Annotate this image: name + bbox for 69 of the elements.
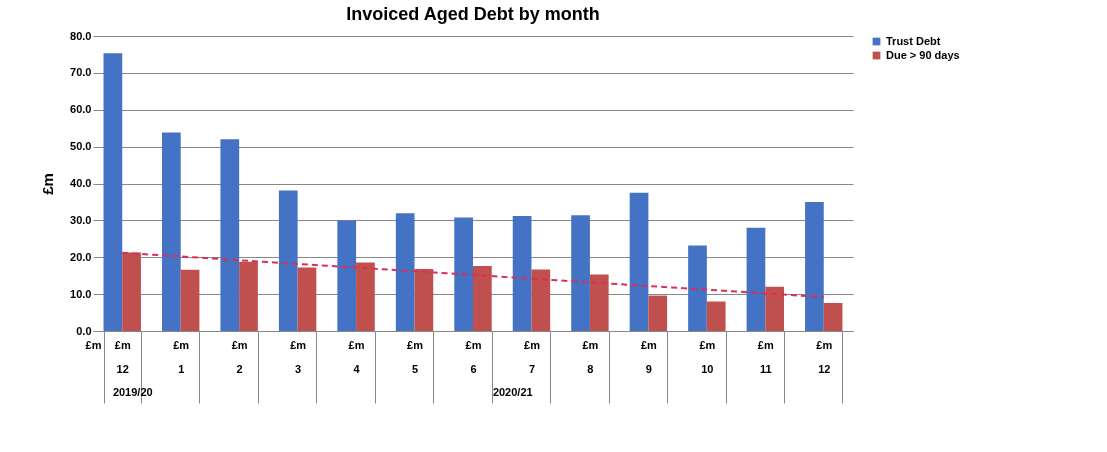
text: £m	[582, 338, 599, 351]
y-axis-title: £m	[39, 173, 57, 195]
text: £m	[816, 338, 833, 351]
text: £m	[114, 338, 131, 351]
bar	[297, 267, 317, 331]
x-tick-label: 6	[470, 362, 477, 375]
bar	[629, 192, 649, 331]
x-tick-label: 9	[645, 362, 652, 375]
text: £m	[407, 338, 423, 351]
bar	[512, 215, 532, 331]
y-tick-label: 70.0	[70, 66, 92, 79]
x-tick-label: 12	[818, 362, 831, 375]
text: £m	[173, 338, 190, 351]
x-tick-label: 3	[295, 362, 302, 375]
y-tick-label: 60.0	[70, 103, 92, 116]
y-tick-label: 20.0	[70, 250, 92, 263]
x-tick-label: 11	[759, 362, 772, 375]
text: £m	[231, 338, 248, 351]
bar	[103, 53, 123, 331]
bar	[220, 139, 240, 331]
bar	[805, 201, 824, 331]
x-tick-label: 10	[701, 362, 714, 375]
bar	[688, 245, 707, 331]
bar	[414, 269, 434, 331]
bar	[161, 132, 181, 331]
text: £m	[757, 338, 774, 351]
y-tick-label: 10.0	[70, 287, 92, 300]
bar	[180, 269, 200, 331]
bar	[356, 262, 375, 331]
y-tick-label: 30.0	[70, 213, 92, 226]
bar	[337, 220, 357, 331]
line-series	[121, 251, 825, 299]
bar	[239, 261, 258, 331]
text: £m	[524, 338, 540, 351]
bar	[589, 274, 609, 331]
chart-title: Invoiced Aged Debt by month	[346, 4, 600, 24]
bar	[746, 227, 766, 331]
text: £m	[699, 338, 716, 351]
text: £m	[348, 338, 365, 351]
text: 2019/20	[112, 386, 153, 398]
bar	[395, 213, 415, 331]
x-tick-label: 12	[116, 362, 129, 375]
text: £m	[640, 338, 657, 351]
y-tick-label: 80.0	[70, 29, 92, 42]
bar	[278, 190, 298, 331]
x-tick-label: 4	[353, 362, 361, 375]
text: 2020/21	[492, 386, 533, 398]
y-tick-label: 0.0	[76, 324, 92, 337]
y-tick-label: 40.0	[70, 177, 92, 189]
bar	[122, 252, 141, 331]
legend-label: Trust Debt	[886, 34, 941, 47]
bar	[648, 295, 668, 331]
x-tick-label: 8	[587, 362, 594, 375]
bar	[454, 217, 473, 331]
bar	[531, 269, 551, 331]
bar	[706, 301, 726, 331]
bar	[473, 266, 492, 331]
x-tick-label: 1	[178, 362, 185, 375]
bar	[765, 286, 785, 331]
text: £m	[290, 338, 307, 351]
x-tick-label: 2	[236, 362, 243, 375]
y-tick-label: 50.0	[70, 140, 92, 153]
text: £m	[85, 338, 102, 351]
text: £m	[465, 338, 482, 351]
x-tick-label: 5	[411, 362, 419, 375]
bar	[571, 215, 590, 331]
legend-label: Due > 90 days	[886, 48, 960, 61]
x-tick-label: 7	[528, 362, 536, 375]
bar	[823, 302, 843, 331]
